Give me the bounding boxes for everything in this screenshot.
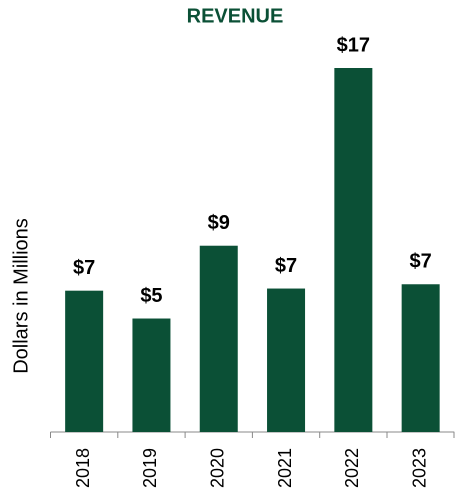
bar (267, 288, 306, 432)
x-tick-label: 2019 (140, 448, 160, 488)
chart-title: REVENUE (187, 5, 284, 27)
x-tick-label: 2021 (275, 448, 295, 488)
bar (65, 290, 104, 432)
y-axis-label: Dollars in Millions (10, 218, 32, 374)
x-tick-label: 2018 (73, 448, 93, 488)
data-label: $7 (73, 257, 95, 279)
x-tick-label: 2023 (409, 448, 429, 488)
data-label: $17 (337, 34, 370, 56)
x-tick-label: 2022 (342, 448, 362, 488)
data-label: $7 (410, 251, 432, 273)
bar (199, 245, 238, 432)
bar (401, 284, 440, 432)
data-label: $9 (208, 212, 230, 234)
bar (132, 318, 171, 432)
data-label: $7 (275, 255, 297, 277)
data-label: $5 (140, 285, 162, 307)
x-tick-label: 2020 (208, 448, 228, 488)
bar (334, 68, 373, 432)
